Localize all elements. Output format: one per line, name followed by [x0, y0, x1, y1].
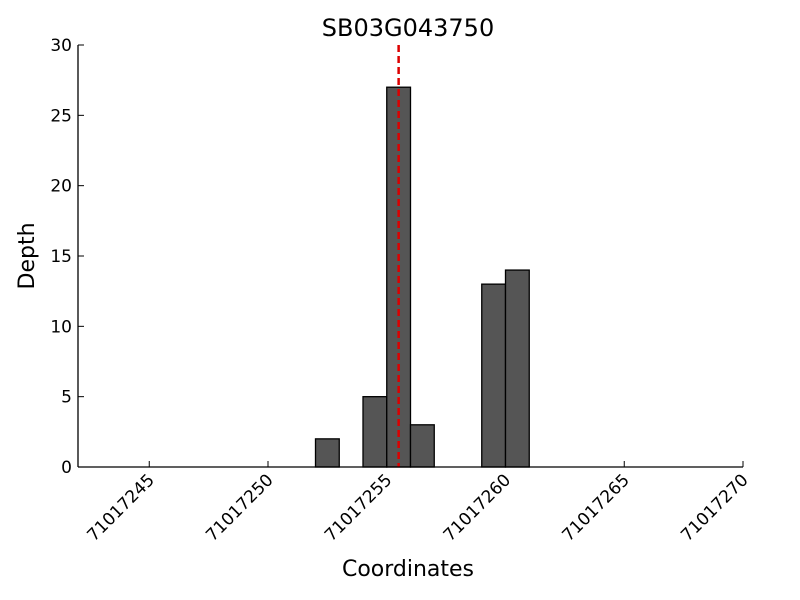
x-tick-label: 71017260 — [440, 470, 515, 545]
x-tick-label: 71017250 — [202, 470, 277, 545]
x-tick-label: 71017265 — [558, 470, 633, 545]
x-tick-label: 71017255 — [321, 470, 396, 545]
y-tick-label: 15 — [50, 247, 72, 267]
y-axis-label: Depth — [15, 222, 40, 289]
bar — [314, 438, 340, 468]
y-tick-label: 0 — [61, 458, 72, 478]
chart-title: SB03G043750 — [322, 14, 494, 42]
y-tick-label: 25 — [50, 106, 72, 126]
y-tick-label: 5 — [61, 388, 72, 408]
x-tick-label: 71017245 — [83, 470, 158, 545]
y-tick-label: 20 — [50, 177, 72, 197]
x-axis-label: Coordinates — [342, 557, 474, 582]
bar — [362, 396, 388, 468]
x-tick-label: 71017270 — [677, 470, 752, 545]
bar — [481, 283, 507, 468]
bar — [409, 424, 435, 468]
y-tick-label: 30 — [50, 36, 72, 56]
y-tick-label: 10 — [50, 317, 72, 337]
bar — [504, 269, 530, 468]
